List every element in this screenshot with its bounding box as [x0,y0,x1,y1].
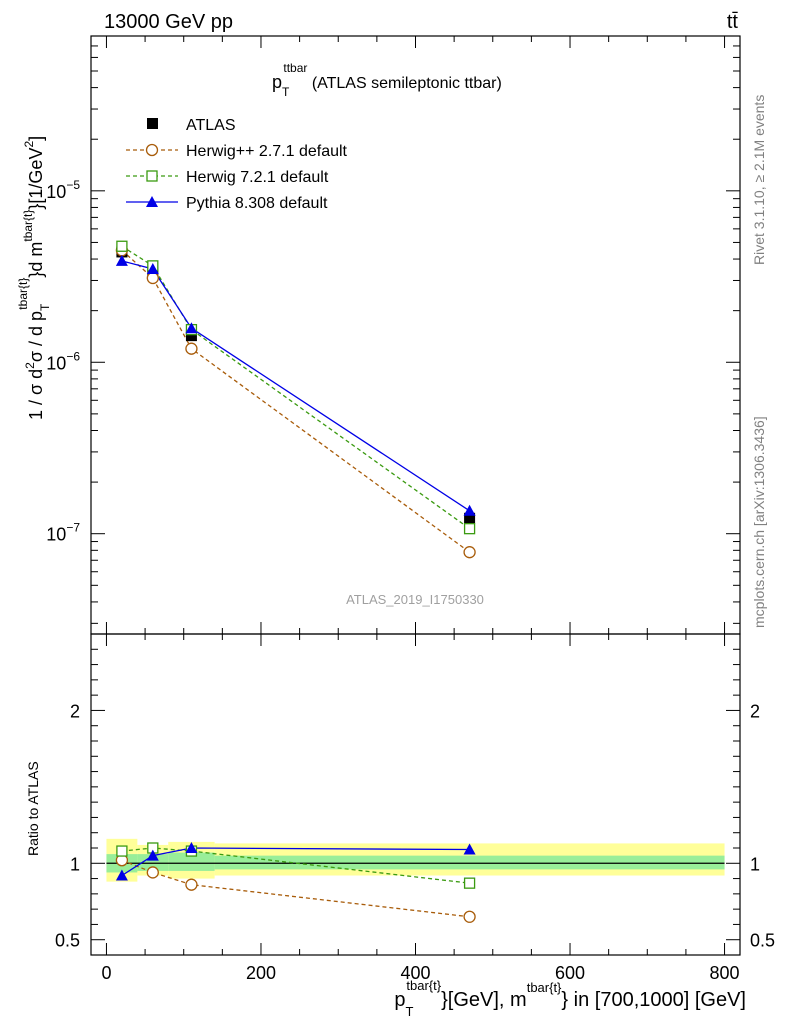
legend-entry-atlas: ATLAS [147,117,236,134]
main-line-pythia-8-308-default [121,260,470,512]
header-right: tt̄ [727,11,739,33]
ratio-uncertainty-bands [106,838,725,882]
ratio-point-pythia-8-308-default-3 [463,843,476,855]
main-y-axis-label: 1 / σ d2σ / d pTtbar{t}}d mtbar{t}}[1/Ge… [16,136,52,420]
plot-title-sup: ttbar [283,61,307,75]
ratio-point-herwig-2-7-1-default-2 [185,878,198,891]
ratio-line-pythia-8-308-default [121,847,470,877]
main-point-pythia-8-308-default-0 [115,254,128,266]
ratio-point-herwig-7-2-1-default-3 [463,877,476,889]
x-tick-label-0: 0 [101,963,111,983]
legend-label-pythia: Pythia 8.308 default [186,195,328,212]
xlabel-part1-sup: tbar{t} [406,978,441,993]
x-tick-label-200: 200 [246,963,276,983]
ylabel-part1-sup: 2 [23,362,37,369]
main-y-tick-label-1: 10−6 [46,349,80,373]
band-statistical-uncertainty-bin-3 [214,855,725,870]
main-point-pythia-8-308-default-3 [463,504,476,516]
ratio-y-tick-label-left-2: 2 [70,701,80,721]
legend-entry-herwigpp: Herwig++ 2.7.1 default [126,143,348,160]
main-point-pythia-8-308-default-2 [185,322,198,334]
ylabel-part3: }d m [26,242,46,278]
xlabel-part1: p [394,989,405,1011]
xlabel-part3: } in [700,1000] [GeV] [561,989,746,1011]
xlabel-part1-sub: T [405,1004,413,1019]
main-y-tick-label-2: 10−7 [46,521,80,545]
ratio-point-herwig-2-7-1-default-3 [463,910,476,923]
main-point-atlas-3 [464,512,476,524]
x-tick-label-600: 600 [555,963,585,983]
main-point-atlas-2 [185,330,197,342]
ylabel-part2: σ / d p [26,311,46,362]
legend-entry-herwig7: Herwig 7.2.1 default [126,169,329,186]
legend-label-herwigpp: Herwig++ 2.7.1 default [186,143,348,160]
ratio-point-herwig-2-7-1-default-1 [146,866,159,879]
ylabel-part2-sup: tbar{t} [16,278,30,310]
analysis-watermark: ATLAS_2019_I1750330 [346,592,484,607]
ratio-y-axis-label: Ratio to ATLAS [25,761,41,856]
main-point-herwig-7-2-1-default-0 [116,240,128,252]
plot-title: pTttbar (ATLAS semileptonic ttbar) [272,61,502,99]
ratio-y-tick-label-right-1: 1 [750,854,760,874]
ylabel-part1: 1 / σ d [26,369,46,420]
x-axis-label: pTtbar{t}}[GeV], mtbar{t}} in [700,1000]… [394,978,746,1019]
plot-title-main: p [272,72,282,92]
series-lines [121,245,470,918]
legend-marker-herwig7 [146,170,158,182]
legend-marker-atlas [147,118,158,129]
main-point-herwig-2-7-1-default-1 [146,271,159,285]
x-tick-label-400: 400 [400,963,430,983]
legend-marker-pythia [146,196,158,207]
main-point-herwig-2-7-1-default-3 [463,546,476,559]
series-markers [115,240,476,923]
ratio-line-herwig-7-2-1-default [121,847,470,884]
main-line-herwig-2-7-1-default [121,249,470,553]
ratio-y-tick-label-right-2: 2 [750,701,760,721]
ratio-point-pythia-8-308-default-1 [146,849,159,861]
main-point-herwig-7-2-1-default-3 [463,523,476,535]
legend-label-atlas: ATLAS [186,117,236,134]
ylabel-part4: }[1/GeV [26,148,46,210]
xlabel-part2: }[GeV], m [441,989,527,1011]
axis-ticks [91,35,740,956]
plot-title-rest: (ATLAS semileptonic ttbar) [307,75,501,92]
ratio-point-pythia-8-308-default-0 [115,869,128,881]
legend-marker-herwigpp [145,143,159,157]
ratio-point-pythia-8-308-default-2 [185,842,198,853]
axis-tick-labels: 0 200 400 600 800 10−5 10−6 10−7 0.5 0.5 1 1 2 2 [46,178,775,983]
legend-entry-pythia: Pythia 8.308 default [126,195,328,212]
band-statistical-uncertainty-bin-2 [168,852,215,871]
xlabel-part2-sup: tbar{t} [527,980,562,995]
ratio-frame [90,633,741,956]
band-statistical-uncertainty-bin-1 [137,854,169,871]
ratio-y-tick-label-right-0.5: 0.5 [750,931,775,951]
ylabel-part2-sub: T [38,303,52,311]
x-tick-label-800: 800 [710,963,740,983]
ratio-point-herwig-7-2-1-default-0 [116,845,128,857]
ylabel-part3-sup: tbar{t} [21,210,35,242]
plot-title-sub: T [282,85,290,99]
ratio-y-tick-label-left-0.5: 0.5 [55,931,80,951]
rivet-label: Rivet 3.1.10, ≥ 2.1M events [751,95,767,265]
header-left: 13000 GeV pp [104,11,233,33]
ylabel-part5: ] [26,136,46,141]
ratio-y-tick-label-left-1: 1 [70,854,80,874]
ylabel-part4-sup: 2 [22,141,36,148]
legend: ATLAS Herwig++ 2.7.1 default Herwig 7.2.… [126,117,348,212]
main-point-herwig-2-7-1-default-2 [185,342,198,355]
mcplots-label: mcplots.cern.ch [arXiv:1306.3436] [751,416,767,628]
legend-label-herwig7: Herwig 7.2.1 default [186,169,329,186]
main-point-pythia-8-308-default-1 [146,262,159,274]
main-y-tick-label-0: 10−5 [46,178,80,202]
main-line-herwig-7-2-1-default [121,245,470,530]
